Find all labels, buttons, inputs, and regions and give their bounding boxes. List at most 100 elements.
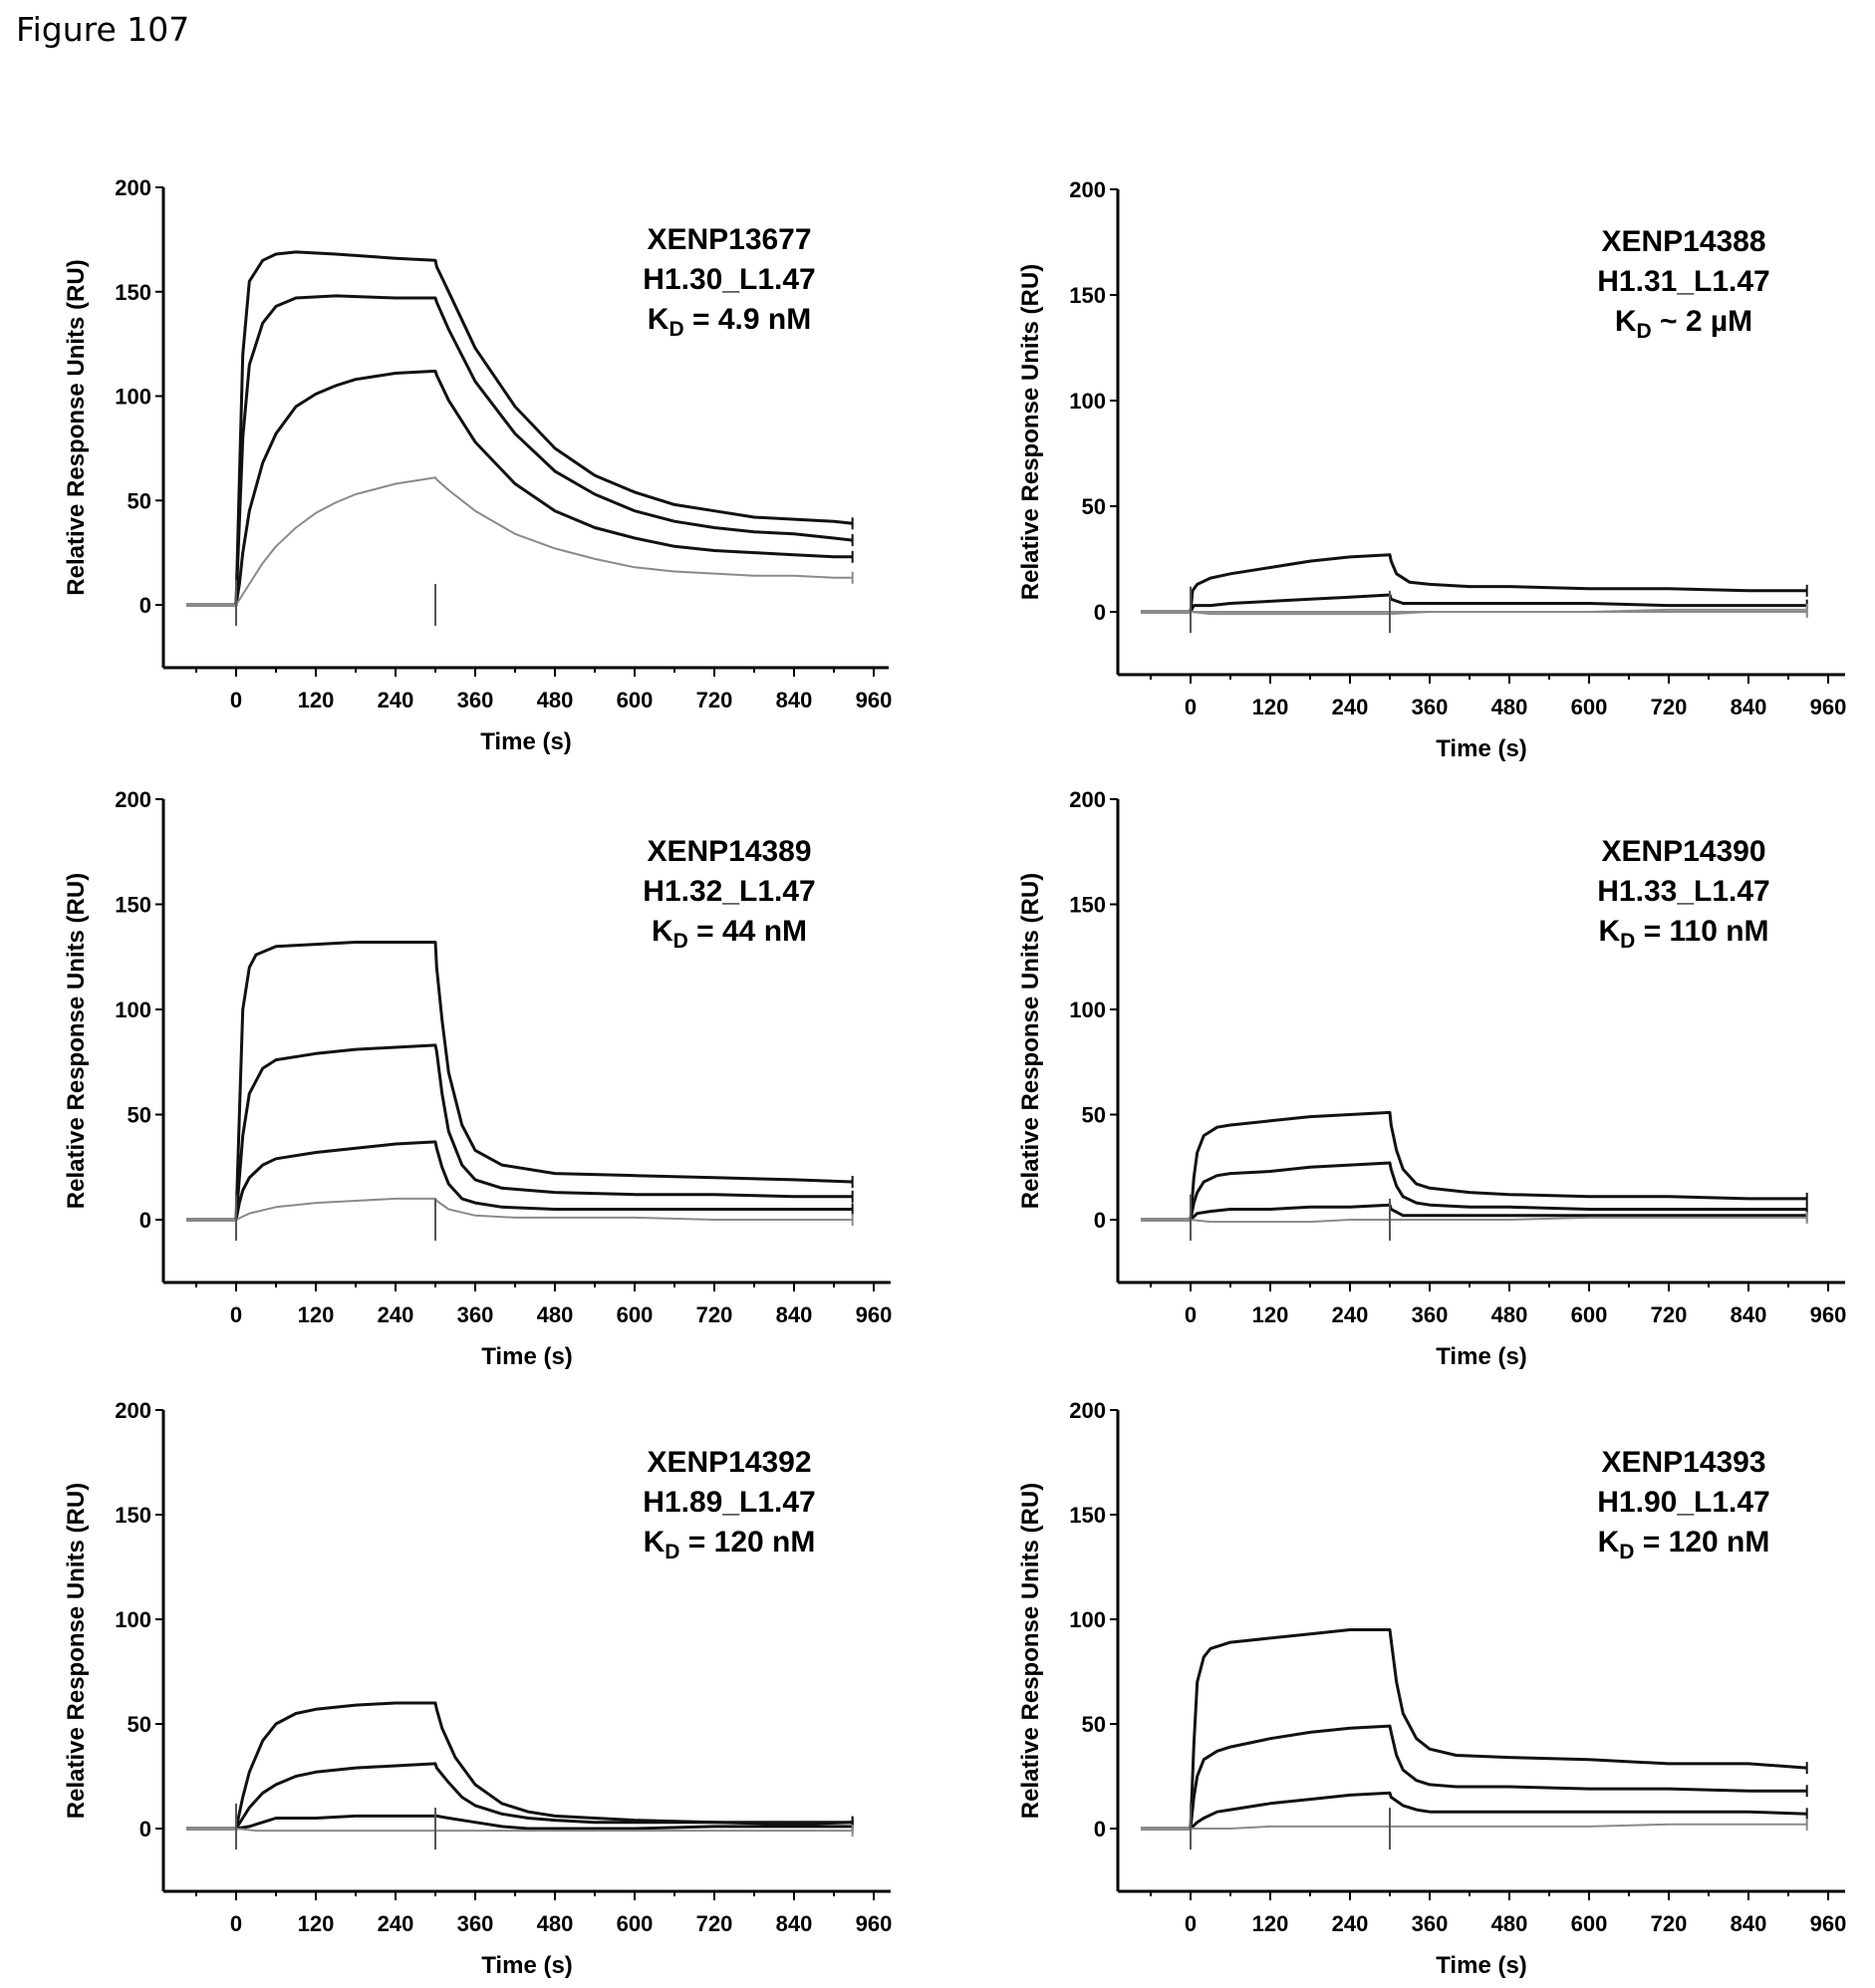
construct-id: XENP14390 <box>1601 835 1765 868</box>
sensorgram-panel-xenp14388: 0 50 100 150 200 0 120 240 360 480 600 720 840 960 Tim… <box>1017 177 1846 762</box>
x-tick-label: 600 <box>1571 1911 1608 1936</box>
x-tick-label: 0 <box>230 688 242 712</box>
x-tick-label: 0 <box>1185 1302 1197 1327</box>
x-axis-label: Time (s) <box>481 1343 573 1370</box>
construct-id: XENP14388 <box>1601 225 1765 258</box>
x-tick-label: 480 <box>1491 1302 1528 1327</box>
x-tick-label: 240 <box>1332 1302 1369 1327</box>
kd-symbol: K <box>1598 1526 1620 1559</box>
variant-name: H1.32_L1.47 <box>643 875 815 908</box>
x-tick-label: 720 <box>696 688 733 712</box>
y-tick-label: 100 <box>1069 1607 1106 1632</box>
y-tick-label: 200 <box>115 1398 151 1423</box>
kd-number: = 120 nM <box>1634 1526 1769 1559</box>
y-tick-label: 150 <box>1069 893 1106 918</box>
x-tick-label: 480 <box>1491 695 1528 719</box>
series-line-conc-1 <box>1141 553 1807 614</box>
series-line-conc-3 <box>1141 1203 1807 1222</box>
kd-value: KD = 120 nM <box>644 1526 816 1563</box>
kd-value: KD = 120 nM <box>1598 1526 1770 1563</box>
variant-name: H1.90_L1.47 <box>1597 1486 1769 1519</box>
y-tick-label: 150 <box>1069 283 1106 308</box>
y-tick-label: 100 <box>115 1607 151 1632</box>
variant-name: H1.30_L1.47 <box>643 263 815 296</box>
series-line-conc-4 <box>186 1828 853 1833</box>
x-tick-label: 120 <box>298 1911 335 1936</box>
construct-id: XENP13677 <box>647 223 811 256</box>
y-tick-label: 150 <box>1069 1503 1106 1528</box>
x-axis-label: Time (s) <box>1436 735 1527 762</box>
y-tick-label: 0 <box>1094 1208 1106 1233</box>
y-tick-label: 50 <box>128 488 151 513</box>
x-tick-label: 360 <box>457 688 494 712</box>
x-axis-label: Time (s) <box>1436 1343 1527 1370</box>
sensorgram-panel-xenp14390: 0 50 100 150 200 0 120 240 360 480 600 720 840 960 Tim… <box>1017 787 1846 1370</box>
x-tick-label: 240 <box>1332 1911 1369 1936</box>
y-axis-label: Relative Response Units (RU) <box>1017 1483 1044 1819</box>
kd-subscript: D <box>1637 320 1652 343</box>
series-line-conc-3 <box>186 369 853 607</box>
x-axis-label: Time (s) <box>481 1952 573 1979</box>
kd-value: KD = 110 nM <box>1598 915 1768 953</box>
sensorgram-panel-xenp14392: 0 50 100 150 200 0 120 240 360 480 600 720 840 960 Tim… <box>63 1398 892 1979</box>
series-line-conc-2 <box>1141 1161 1807 1222</box>
x-tick-label: 0 <box>1185 1911 1197 1936</box>
construct-id: XENP14393 <box>1601 1446 1765 1479</box>
x-tick-label: 120 <box>298 688 335 712</box>
y-tick-label: 200 <box>115 175 151 200</box>
x-tick-label: 840 <box>1731 1302 1767 1327</box>
x-tick-label: 960 <box>856 688 893 712</box>
y-tick-label: 0 <box>139 593 151 618</box>
y-tick-label: 200 <box>115 787 151 812</box>
x-tick-label: 480 <box>537 1911 574 1936</box>
y-tick-label: 200 <box>1069 1398 1106 1423</box>
x-axis-label: Time (s) <box>480 728 572 755</box>
x-tick-label: 720 <box>696 1302 733 1327</box>
series-line-conc-2 <box>186 1762 853 1831</box>
series-line-conc-4 <box>1141 1823 1807 1830</box>
y-tick-label: 100 <box>115 385 151 410</box>
kd-number: = 110 nM <box>1635 915 1768 948</box>
x-tick-label: 720 <box>1651 1302 1688 1327</box>
x-tick-label: 0 <box>1185 695 1197 719</box>
series-line-conc-4 <box>186 476 853 606</box>
y-axis-label: Relative Response Units (RU) <box>1017 873 1044 1209</box>
y-tick-label: 100 <box>1069 389 1106 414</box>
y-tick-label: 50 <box>128 1103 151 1128</box>
kd-subscript: D <box>1619 1541 1634 1563</box>
y-tick-label: 150 <box>115 1503 151 1528</box>
kd-number: = 120 nM <box>679 1526 815 1559</box>
series-line-conc-3 <box>186 1140 853 1222</box>
x-tick-label: 960 <box>856 1302 893 1327</box>
series-line-conc-1 <box>186 941 853 1222</box>
x-tick-label: 600 <box>617 1302 654 1327</box>
kd-symbol: K <box>1598 915 1620 948</box>
x-tick-label: 600 <box>617 688 654 712</box>
y-tick-label: 50 <box>1082 494 1106 519</box>
kd-symbol: K <box>652 915 673 948</box>
y-tick-label: 200 <box>1069 177 1106 202</box>
x-tick-label: 480 <box>537 1302 574 1327</box>
y-axis-label: Relative Response Units (RU) <box>63 259 90 595</box>
x-tick-label: 960 <box>1810 1302 1847 1327</box>
variant-name: H1.33_L1.47 <box>1597 875 1769 908</box>
kd-value: KD ~ 2 µM <box>1615 305 1752 343</box>
series-line-conc-3 <box>1141 1791 1807 1831</box>
series-line-conc-2 <box>186 294 853 607</box>
x-tick-label: 240 <box>378 1911 414 1936</box>
construct-id: XENP14392 <box>647 1446 811 1479</box>
kd-symbol: K <box>1615 305 1637 338</box>
series-line-conc-2 <box>1141 593 1807 614</box>
x-tick-label: 360 <box>457 1302 494 1327</box>
x-tick-label: 240 <box>378 1302 414 1327</box>
y-tick-label: 0 <box>139 1817 151 1842</box>
x-tick-label: 120 <box>1252 1911 1289 1936</box>
variant-name: H1.31_L1.47 <box>1597 265 1769 298</box>
kd-number: ~ 2 µM <box>1652 305 1752 338</box>
x-tick-label: 720 <box>1651 695 1688 719</box>
x-tick-label: 120 <box>1252 1302 1289 1327</box>
kd-number: = 44 nM <box>688 915 807 948</box>
x-tick-label: 960 <box>1810 695 1847 719</box>
kd-value: KD = 44 nM <box>652 915 807 953</box>
kd-subscript: D <box>665 1541 679 1563</box>
